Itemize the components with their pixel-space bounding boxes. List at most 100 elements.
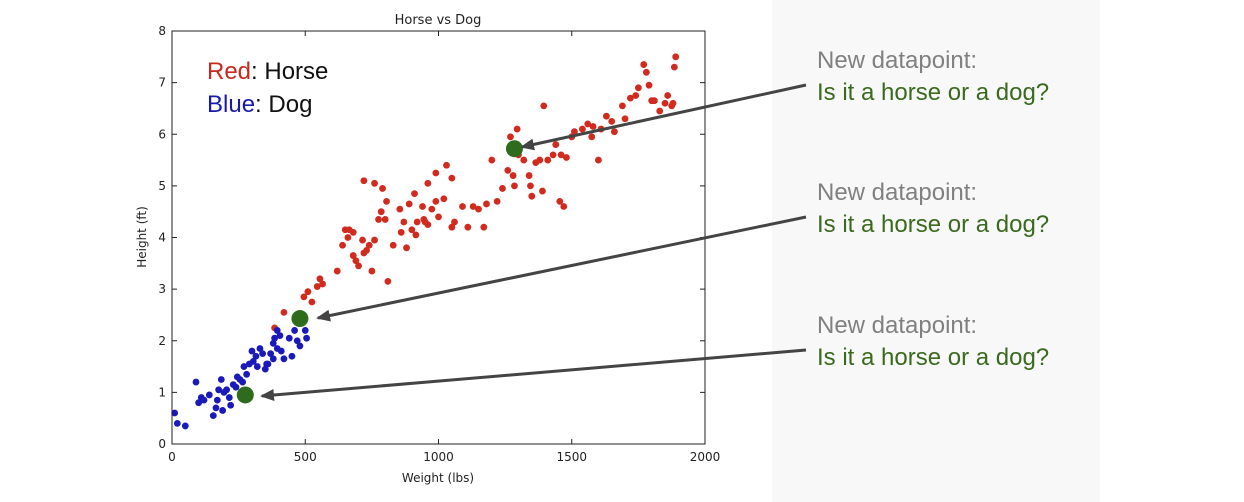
dog-point-49 [248, 347, 256, 355]
horse-point-73 [589, 123, 597, 130]
chart-title: Horse vs Dog [395, 13, 482, 28]
dog-point-31 [269, 339, 277, 347]
horse-point-33 [403, 244, 410, 252]
horse-point-113 [349, 228, 357, 236]
horse-point-30 [396, 205, 404, 213]
horse-point-78 [618, 102, 626, 110]
horse-point-41 [424, 221, 432, 228]
horse-point-95 [595, 156, 602, 164]
ticks-layer: 0 500 1000 1500 2000 0 1 2 3 4 5 6 7 8 [158, 24, 720, 464]
legend-name-horse: Horse [264, 58, 328, 85]
horse-point-10 [333, 267, 341, 275]
dog-point-51 [273, 327, 281, 334]
horse-point-56 [509, 172, 517, 179]
horse-point-96 [588, 133, 596, 141]
arrow-to-datapoint-1 [520, 83, 807, 151]
horse-point-65 [549, 151, 557, 159]
dog-point-46 [215, 386, 223, 394]
horse-point-83 [640, 61, 648, 68]
horse-point-75 [602, 112, 610, 120]
horse-point-11 [339, 241, 346, 249]
arrow-to-datapoint-2 [316, 215, 807, 322]
horse-point-44 [435, 213, 442, 221]
y-tick-label: 6 [158, 127, 166, 141]
horse-point-88 [656, 107, 664, 115]
dog-point-1 [171, 409, 179, 417]
dog-point-28 [261, 365, 269, 373]
horse-point-79 [621, 115, 629, 123]
horse-point-110 [411, 190, 418, 198]
horse-point-99 [540, 102, 548, 110]
dog-point-24 [252, 352, 260, 360]
horse-point-93 [672, 53, 680, 61]
dog-point-8 [209, 412, 217, 420]
horse-point-60 [527, 182, 534, 190]
horse-point-63 [536, 156, 544, 164]
horse-point-76 [608, 117, 616, 125]
x-axis-label: Weight (lbs) [402, 471, 474, 485]
horse-point-80 [626, 94, 634, 102]
arrow-to-datapoint-3 [260, 348, 807, 401]
horse-point-108 [432, 169, 440, 177]
horse-point-34 [405, 200, 413, 208]
dog-point-12 [219, 407, 227, 414]
horse-point-24 [375, 216, 382, 223]
horse-point-22 [368, 267, 376, 275]
dog-point-32 [271, 334, 279, 342]
y-tick-label: 7 [158, 76, 166, 90]
horse-point-36 [412, 231, 420, 239]
arrows [260, 83, 807, 401]
legend-name-dog: Dog [268, 91, 312, 118]
horse-point-43 [432, 197, 440, 205]
dog-point-21 [243, 370, 251, 378]
horse-point-64 [544, 156, 552, 164]
callout-2-heading: New datapoint: [817, 179, 978, 206]
horse-point-17 [355, 262, 362, 270]
callout-1: New datapoint: Is it a horse or a dog? [817, 45, 1049, 109]
horse-point-100 [539, 187, 546, 195]
horse-point-68 [563, 154, 570, 161]
dog-point-27 [259, 350, 267, 358]
dog-point-40 [293, 337, 301, 345]
horse-point-15 [349, 252, 357, 259]
horse-point-98 [556, 197, 564, 205]
horse-point-102 [511, 182, 518, 190]
horse-point-97 [560, 203, 568, 210]
legend: Red: Horse Blue: Dog [207, 58, 328, 118]
y-tick-label: 4 [158, 231, 166, 245]
horse-point-6 [308, 298, 316, 306]
horse-point-85 [645, 81, 653, 89]
x-tick-label: 1000 [423, 450, 454, 464]
horse-point-49 [464, 223, 472, 231]
x-tick-label: 0 [168, 450, 176, 464]
dog-point-3 [181, 422, 189, 430]
horse-point-89 [661, 99, 669, 107]
y-tick-label: 5 [158, 179, 166, 193]
dog-point-30 [267, 350, 275, 358]
horse-point-90 [664, 92, 672, 99]
horse-point-92 [670, 63, 678, 71]
dog-point-42 [301, 327, 309, 334]
horse-point-58 [520, 156, 528, 164]
legend-separator: : [255, 91, 268, 118]
dog-point-45 [232, 383, 240, 391]
dog-point-50 [269, 355, 277, 363]
dog-point-38 [288, 352, 296, 360]
horse-point-101 [513, 125, 521, 133]
horse-point-5 [304, 288, 312, 296]
dog-point-2 [173, 419, 181, 427]
horse-point-25 [377, 208, 385, 216]
horse-point-37 [413, 218, 421, 226]
horse-point-50 [469, 203, 477, 210]
new-datapoint-2 [291, 310, 309, 328]
horse-point-28 [384, 277, 392, 285]
horse-point-107 [443, 161, 450, 169]
horse-point-72 [584, 120, 592, 128]
horse-point-9 [319, 280, 326, 288]
horse-point-53 [493, 197, 501, 205]
new-datapoint-1 [505, 140, 523, 158]
horse-point-112 [360, 177, 368, 185]
dog-point-47 [263, 360, 271, 368]
horse-point-87 [650, 97, 658, 105]
horse-point-18 [359, 236, 366, 244]
